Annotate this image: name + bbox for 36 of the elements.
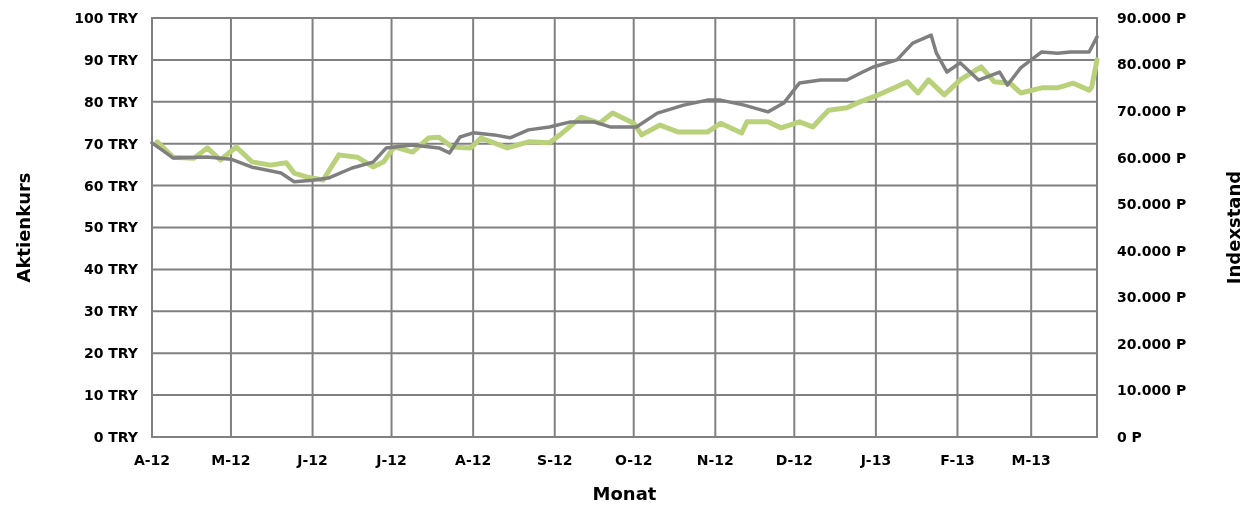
- y2-tick-label: 80.000 P: [1117, 56, 1187, 73]
- x-tick-label: M-12: [211, 452, 251, 468]
- x-tick-label: D-12: [775, 452, 813, 468]
- y2-tick-label: 0 P: [1117, 428, 1142, 445]
- x-tick-label: J-13: [859, 452, 892, 468]
- x-tick-label: A-12: [133, 452, 171, 468]
- y2-tick-label: 30.000 P: [1117, 289, 1187, 306]
- y-tick-label: 70 TRY: [83, 135, 139, 152]
- y-tick-label: 100 TRY: [74, 9, 139, 26]
- y-tick-label: 40 TRY: [83, 261, 139, 278]
- y-tick-label: 10 TRY: [83, 387, 139, 403]
- x-tick-label: N-12: [696, 452, 734, 468]
- x-axis-title: Monat: [592, 483, 657, 504]
- y2-tick-label: 50.000 P: [1117, 196, 1187, 213]
- y-axis-title: Aktienkurs: [13, 172, 34, 283]
- x-tick-label: M-13: [1011, 452, 1051, 468]
- y-tick-label: 30 TRY: [83, 303, 139, 320]
- y2-tick-label: 60.000 P: [1117, 149, 1187, 166]
- y-tick-label: 20 TRY: [83, 345, 139, 362]
- y2-tick-label: 20.000 P: [1117, 335, 1187, 352]
- x-tick-label: O-12: [614, 452, 653, 468]
- y2-tick-label: 10.000 P: [1117, 382, 1187, 399]
- y-tick-label: 60 TRY: [83, 177, 139, 194]
- y-tick-label: 0 TRY: [93, 428, 139, 445]
- x-tick-label: F-13: [940, 452, 975, 468]
- x-tick-label: A-12: [455, 452, 492, 468]
- x-tick-label: J-12: [375, 452, 407, 468]
- y2-axis-title: Indexstand: [1223, 170, 1244, 285]
- y2-tick-label: 40.000 P: [1117, 242, 1187, 259]
- x-tick-label: J-12: [296, 452, 328, 468]
- x-tick-label: S-12: [537, 452, 573, 468]
- y2-tick-label: 90.000 P: [1117, 9, 1187, 26]
- y2-tick-label: 70.000 P: [1117, 103, 1187, 120]
- y-tick-label: 50 TRY: [83, 219, 139, 236]
- y-tick-label: 90 TRY: [83, 51, 139, 68]
- y-tick-label: 80 TRY: [83, 93, 139, 110]
